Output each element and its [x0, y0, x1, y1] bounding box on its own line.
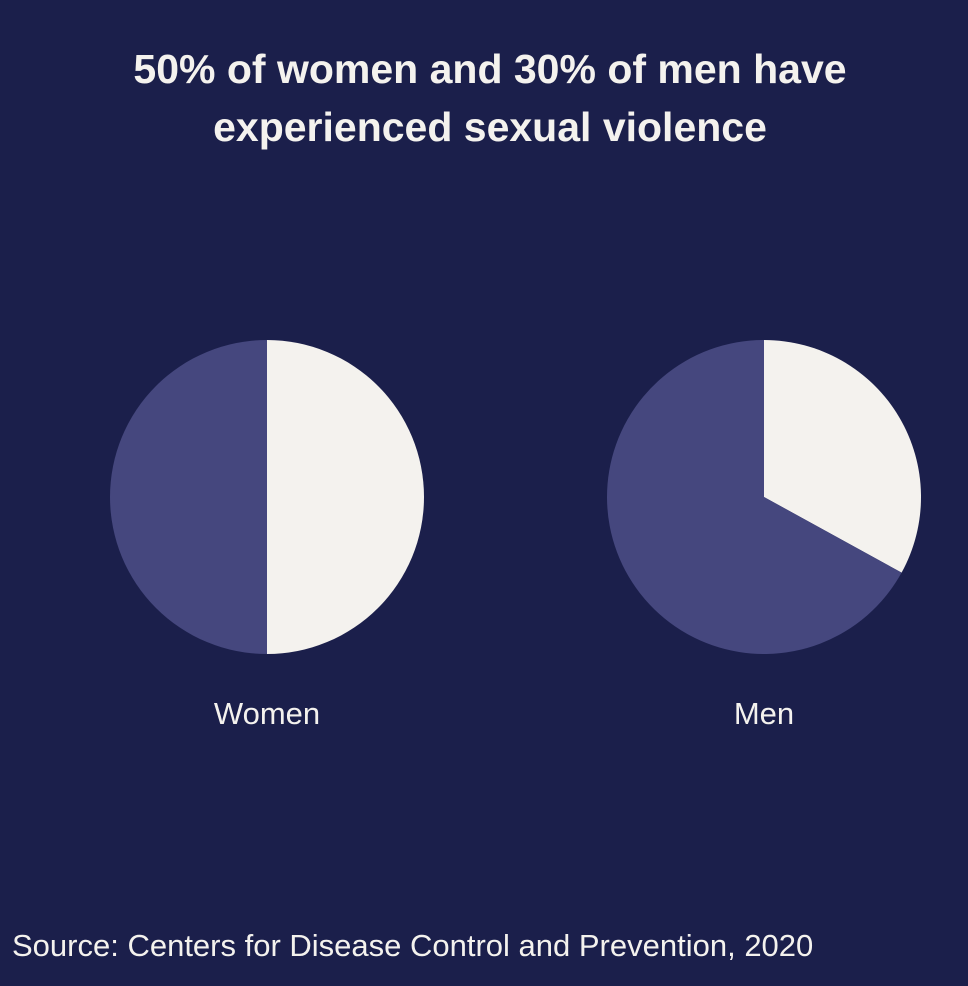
chart-title: 50% of women and 30% of men have experie…: [60, 40, 920, 156]
pie-slice-men-1: [607, 340, 902, 654]
pie-chart-women: [110, 340, 424, 654]
pie-chart-men: [607, 340, 922, 654]
pie-slice-women-0: [267, 340, 424, 654]
pie-label-men: Men: [734, 696, 794, 731]
source-note: Source: Centers for Disease Control and …: [12, 928, 814, 963]
pie-label-women: Women: [214, 696, 320, 731]
chart-title-line-1: 50% of women and 30% of men have: [133, 46, 847, 92]
chart-title-line-2: experienced sexual violence: [213, 104, 767, 150]
pie-slice-women-1: [110, 340, 267, 654]
pie-slice-men-0: [764, 340, 922, 573]
